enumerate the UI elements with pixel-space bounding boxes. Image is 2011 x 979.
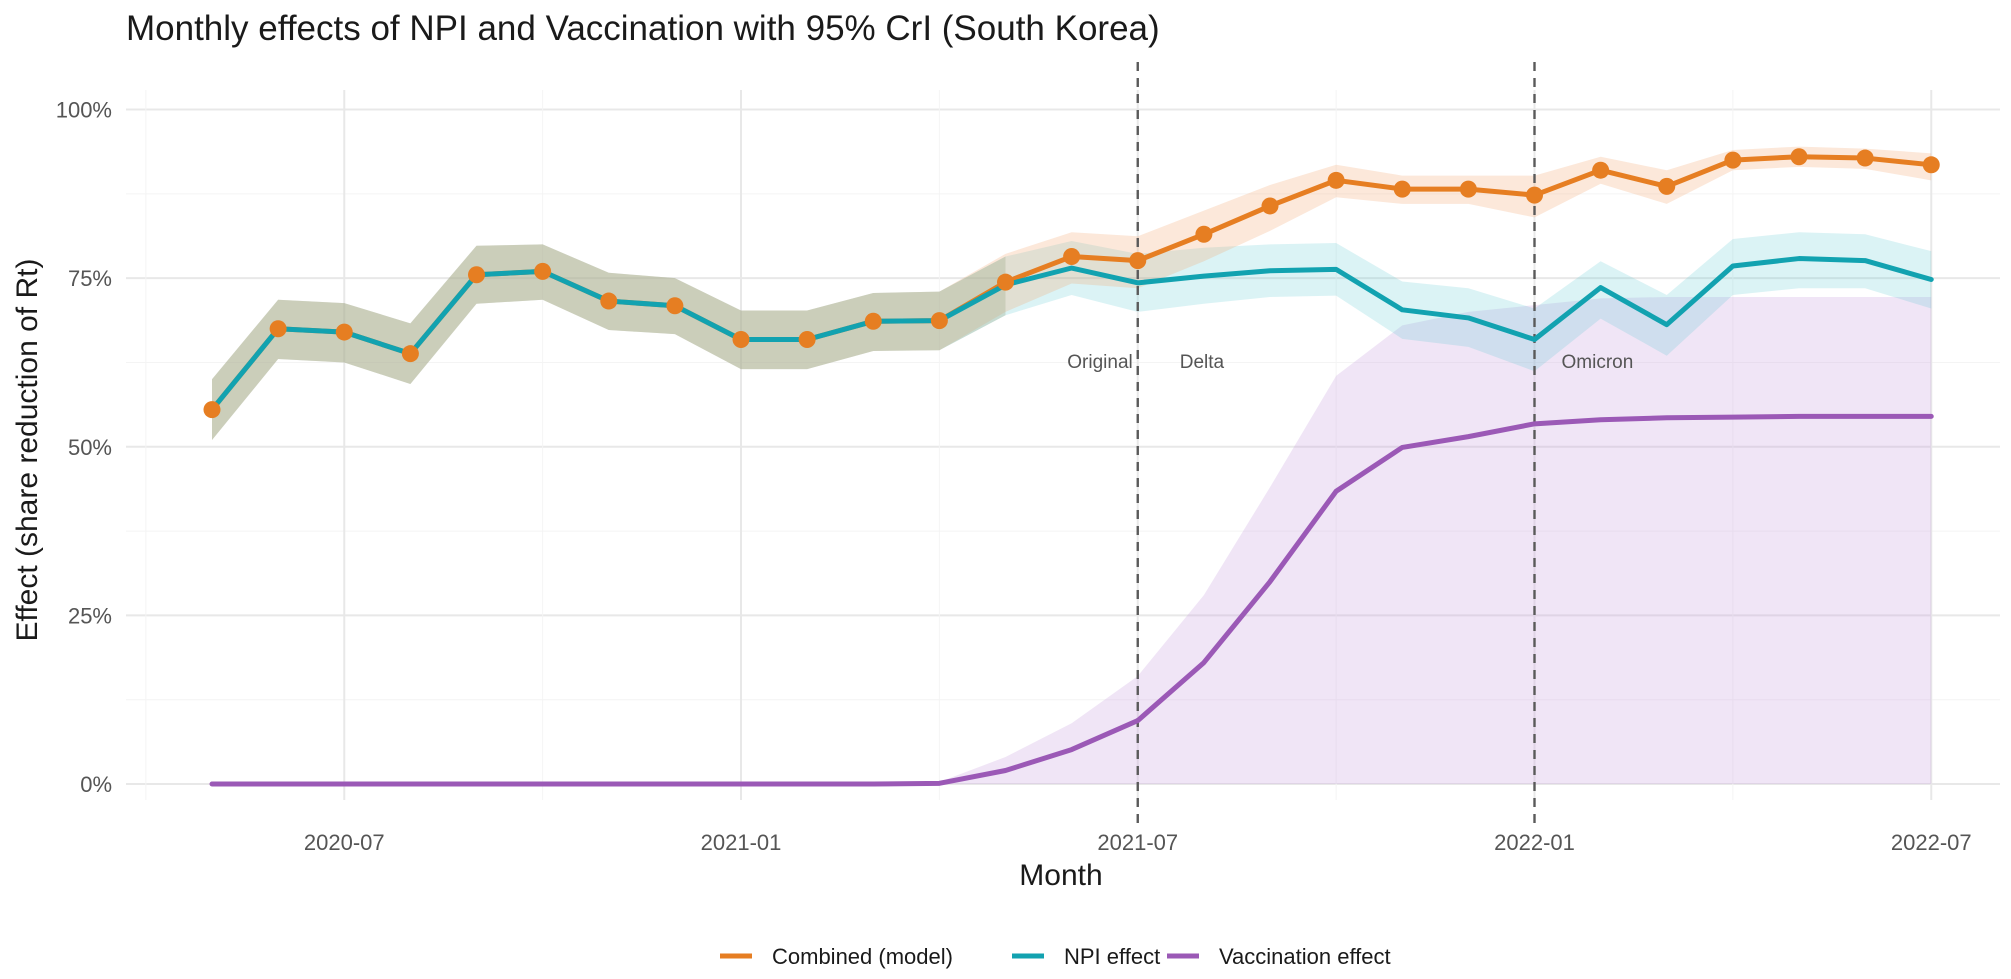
data-point xyxy=(534,262,552,280)
data-point xyxy=(798,331,816,348)
ci-band-overlap xyxy=(212,244,1006,440)
data-point xyxy=(1195,225,1213,243)
x-tick-label: 2021-01 xyxy=(701,830,782,855)
variant-period-lines: Original Delta Omicron xyxy=(1067,62,1633,824)
data-point xyxy=(930,312,948,330)
data-point xyxy=(600,292,618,310)
x-tick-label: 2020-07 xyxy=(304,830,385,855)
legend-label: Combined (model) xyxy=(772,944,953,969)
credible-interval-bands xyxy=(212,146,1932,784)
grid xyxy=(126,90,2000,800)
data-point xyxy=(732,331,750,348)
y-tick-labels: 0% 25% 50% 75% 100% xyxy=(56,98,112,798)
data-point xyxy=(203,401,221,419)
data-point xyxy=(1459,180,1477,198)
period-label-left: Original xyxy=(1067,352,1132,373)
legend: Combined (model) NPI effect Vaccination ef… xyxy=(720,944,1391,969)
data-point xyxy=(1261,197,1279,215)
period-label-right: Delta xyxy=(1180,352,1225,373)
x-tick-label: 2022-07 xyxy=(1891,830,1972,855)
data-point xyxy=(1129,252,1147,270)
data-point xyxy=(1327,171,1345,189)
series-points xyxy=(203,148,1940,419)
data-point xyxy=(1922,156,1940,174)
data-point xyxy=(1790,148,1808,166)
y-axis-title: Effect (share reduction of Rt) xyxy=(11,259,44,642)
data-point xyxy=(666,297,684,315)
data-point xyxy=(1592,161,1610,179)
y-tick-label: 0% xyxy=(80,772,112,797)
data-point xyxy=(997,273,1014,291)
data-point xyxy=(335,323,353,341)
x-tick-label: 2022-01 xyxy=(1494,830,1575,855)
data-point xyxy=(864,312,882,330)
ci-band-vaccination-effect xyxy=(212,297,1932,784)
ci-band-npi-effect xyxy=(212,232,1932,440)
y-tick-label: 25% xyxy=(68,603,112,628)
data-point xyxy=(1724,151,1742,169)
y-tick-label: 50% xyxy=(68,435,112,460)
data-point xyxy=(1526,186,1543,204)
period-label-right: Omicron xyxy=(1562,352,1634,373)
data-point xyxy=(1856,149,1874,167)
data-point xyxy=(401,345,419,363)
series-line-npi-effect xyxy=(209,256,1934,413)
data-point xyxy=(468,266,485,284)
x-axis-title: Month xyxy=(1019,859,1102,892)
chart-title: Monthly effects of NPI and Vaccination w… xyxy=(126,9,1160,48)
series-line-vaccination-effect xyxy=(209,413,1934,787)
y-tick-label: 75% xyxy=(68,266,112,291)
ci-band-combined-model- xyxy=(212,146,1932,440)
legend-label: Vaccination effect xyxy=(1219,944,1391,969)
x-tick-label: 2021-07 xyxy=(1097,830,1178,855)
y-tick-label: 100% xyxy=(56,98,112,123)
data-point xyxy=(1393,180,1411,198)
x-tick-labels: 2020-07 2021-01 2021-07 2022-01 2022-07 xyxy=(304,830,1972,855)
data-point xyxy=(1063,248,1081,266)
data-point xyxy=(269,320,287,338)
legend-label: NPI effect xyxy=(1064,944,1160,969)
data-point xyxy=(1658,177,1676,195)
